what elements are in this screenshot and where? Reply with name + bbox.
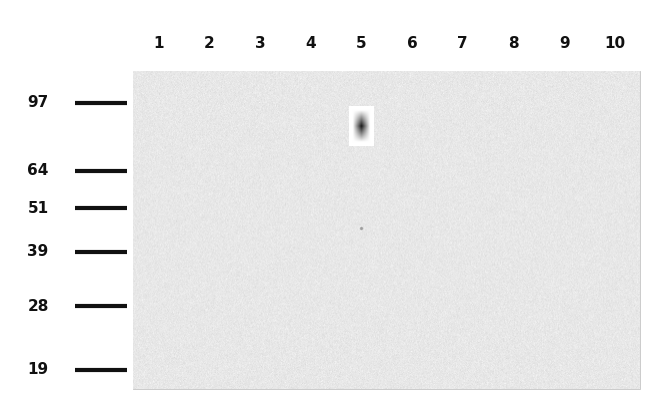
- Text: 9: 9: [559, 36, 569, 51]
- Text: 97: 97: [27, 95, 49, 110]
- Text: 1: 1: [153, 36, 164, 51]
- Bar: [133, 71, 640, 389]
- Text: 4: 4: [306, 36, 316, 51]
- Text: 3: 3: [255, 36, 265, 51]
- Text: 28: 28: [27, 299, 49, 314]
- Text: 19: 19: [27, 362, 49, 377]
- Text: 39: 39: [27, 245, 49, 260]
- Text: 2: 2: [204, 36, 214, 51]
- Text: 64: 64: [27, 163, 49, 178]
- Text: 5: 5: [356, 36, 367, 51]
- Text: 8: 8: [508, 36, 519, 51]
- Text: 51: 51: [27, 201, 49, 216]
- Text: 10: 10: [604, 36, 625, 51]
- Text: 6: 6: [407, 36, 417, 51]
- Text: 7: 7: [458, 36, 468, 51]
